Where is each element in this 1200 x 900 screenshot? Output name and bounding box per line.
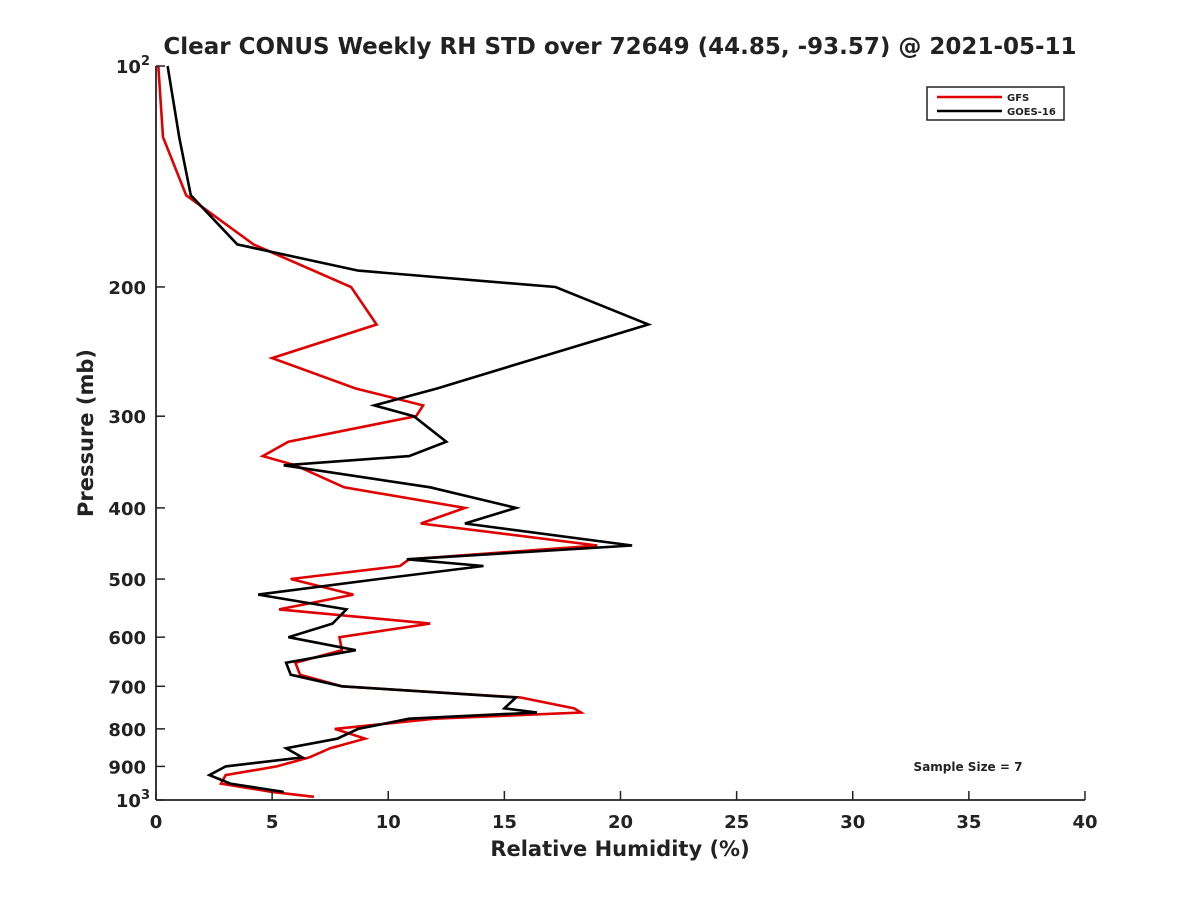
series-line-gfs [157,65,598,799]
y-tick-label: 400 [108,499,146,520]
x-axis-label: Relative Humidity (%) [490,837,749,861]
legend-entry-label: GFS [1007,93,1029,104]
y-tick-label: 300 [108,407,146,428]
y-tick-label: 700 [108,677,146,698]
x-tick-label: 40 [1072,812,1097,833]
sample-size-annotation: Sample Size = 7 [914,760,1023,774]
y-axis-label: Pressure (mb) [74,349,98,517]
y-tick-label: 500 [108,570,146,591]
legend: GFS GOES-16 [926,86,1065,121]
legend-box [926,86,1065,121]
y-tick-label: 102 [116,54,150,78]
x-tick-label: 30 [840,812,865,833]
y-tick-label: 900 [108,757,146,778]
x-tick-label: 25 [724,812,749,833]
x-tick-label: 10 [376,812,401,833]
legend-entry-label: GOES-16 [1007,107,1056,118]
y-tick-label: 103 [116,788,150,812]
series-line-goes-16 [166,65,653,794]
y-axis: 102 200 300 400 500 600 700 800 900 103 [108,54,165,812]
x-tick-label: 35 [956,812,981,833]
y-tick-label: 800 [108,720,146,741]
x-tick-label: 20 [608,812,633,833]
x-axis: 0 5 10 15 20 25 30 35 40 [150,791,1098,833]
y-tick-label: 600 [108,628,146,649]
x-tick-label: 5 [266,812,279,833]
x-tick-label: 0 [150,812,163,833]
y-tick-label: 200 [108,278,146,299]
x-tick-label: 15 [492,812,517,833]
chart-title: Clear CONUS Weekly RH STD over 72649 (44… [163,34,1076,60]
plot-area [157,65,653,799]
